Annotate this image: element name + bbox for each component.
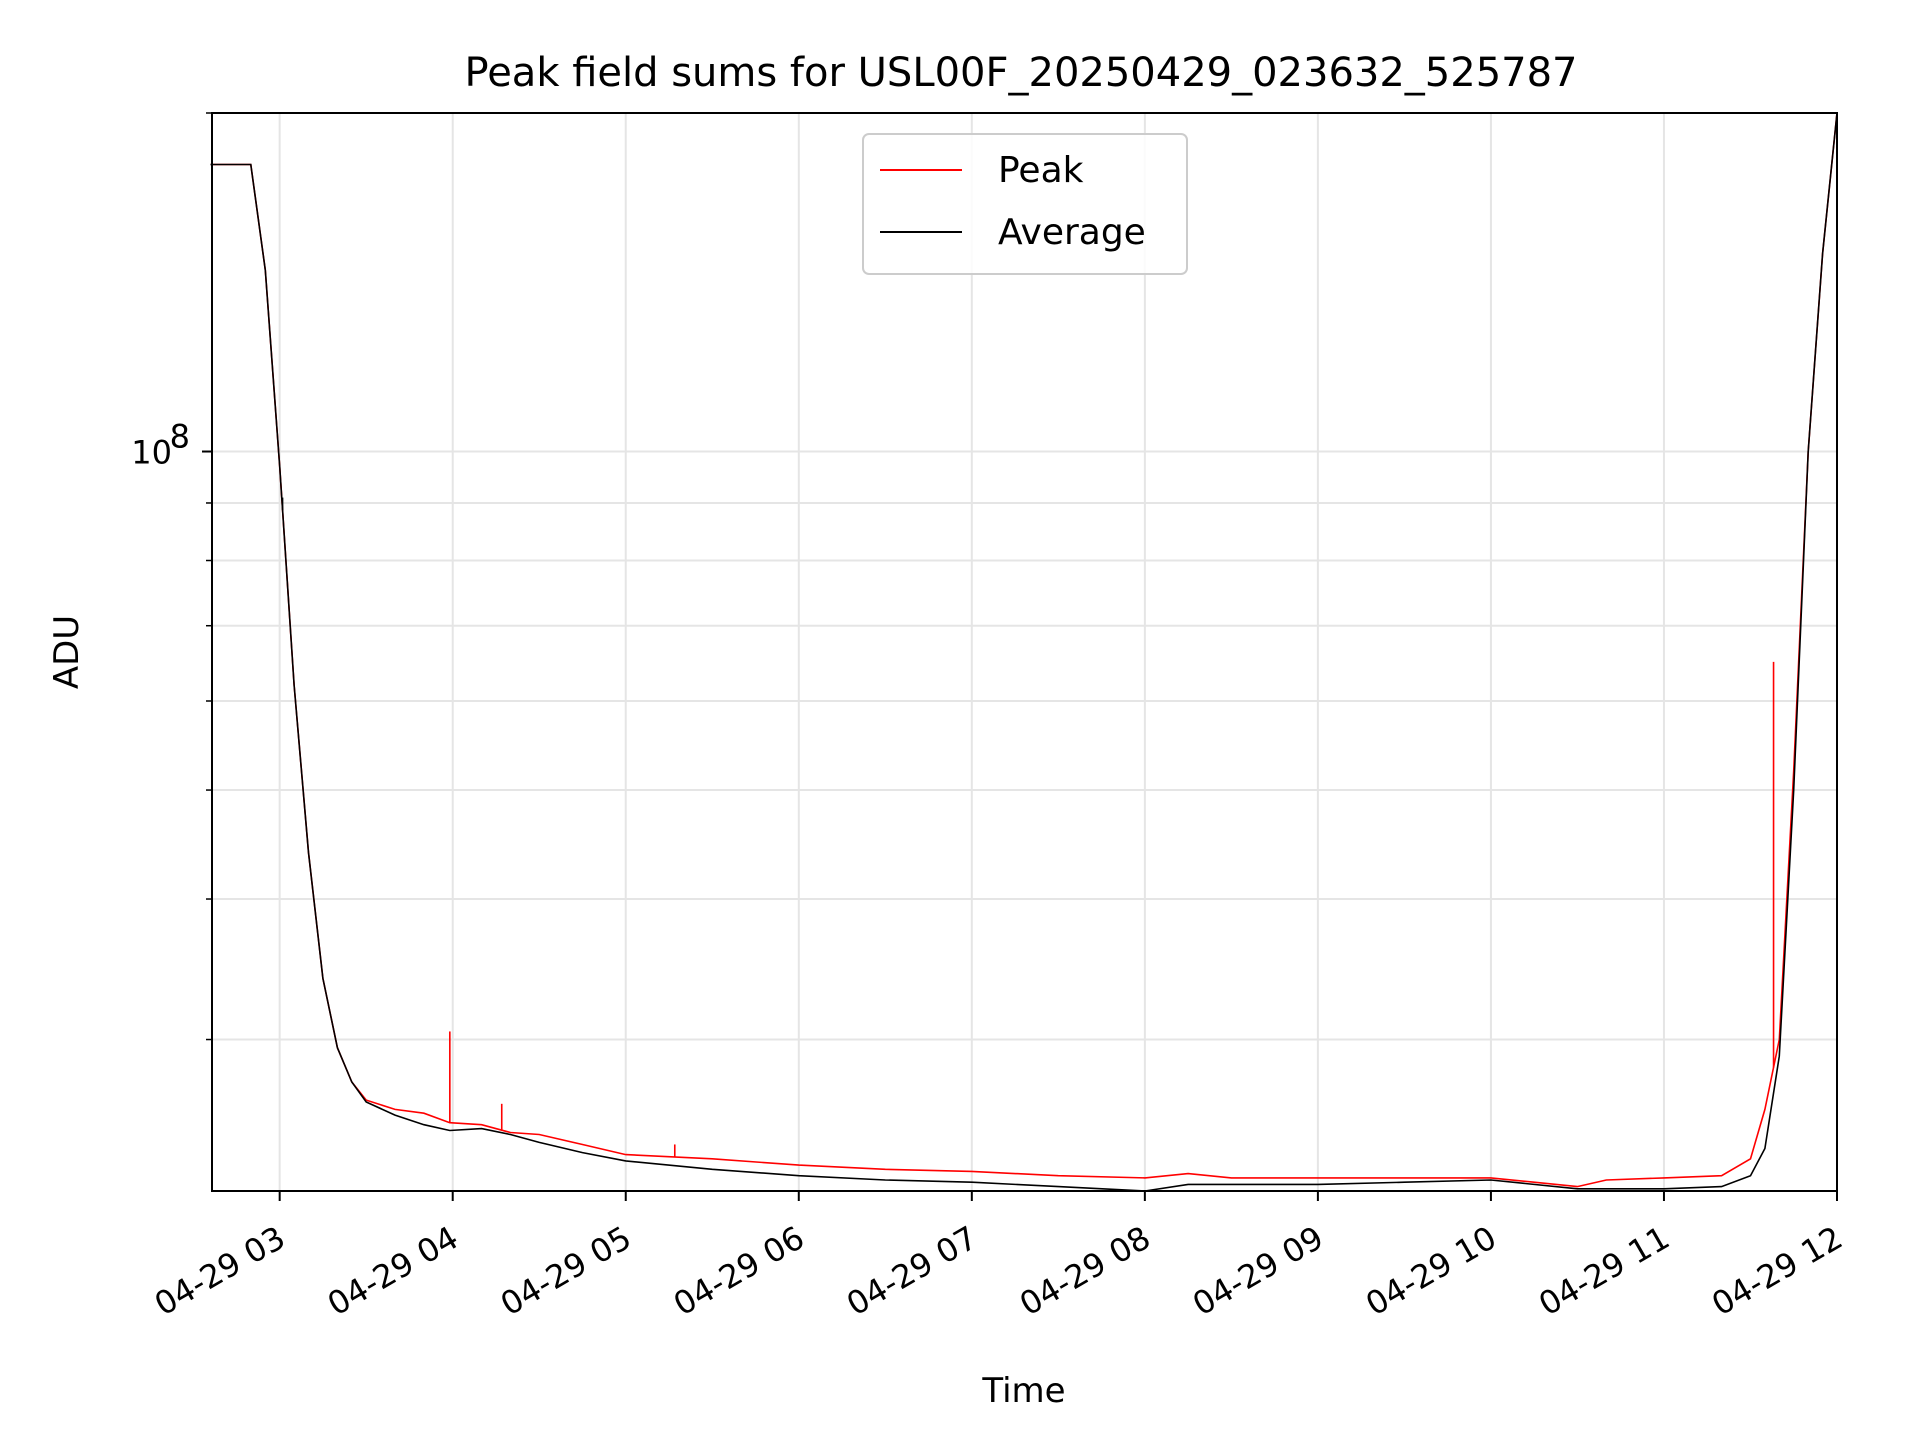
y-tick-label-exponent: 8	[170, 418, 190, 456]
legend-label-peak: Peak	[998, 150, 1084, 191]
legend-label-average: Average	[998, 212, 1146, 253]
y-tick-label: 10	[131, 434, 172, 472]
x-axis-label: Time	[981, 1371, 1065, 1411]
y-axis-label: ADU	[47, 615, 87, 689]
y-axis-ticks: 108	[131, 112, 212, 1041]
series-line-average	[210, 112, 1838, 1192]
plot-frame	[211, 112, 1838, 1192]
chart-title: Peak field sums for USL00F_20250429_0236…	[465, 50, 1578, 96]
legend: Peak Average	[862, 133, 1188, 275]
series-lines	[210, 112, 1838, 1192]
